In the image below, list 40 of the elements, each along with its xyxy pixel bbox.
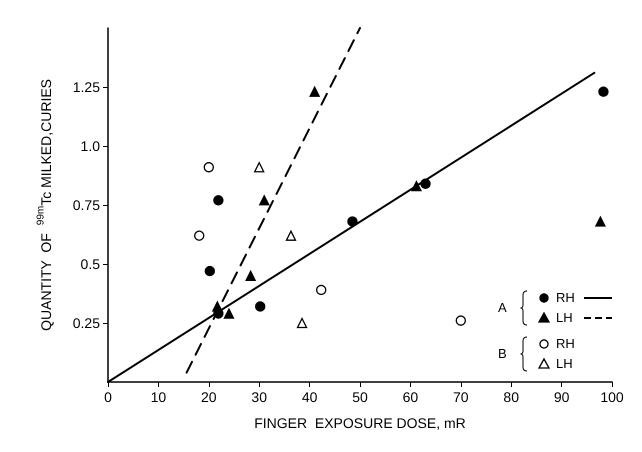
x-tick-label: 100 [600, 389, 624, 405]
x-tick-label: 50 [352, 389, 368, 405]
point [259, 195, 270, 206]
point [255, 301, 266, 312]
point [309, 86, 320, 97]
point [245, 270, 256, 281]
y-tick-label: 0.75 [72, 197, 100, 213]
x-tick-label: 10 [150, 389, 166, 405]
x-tick-label: 70 [453, 389, 469, 405]
x-tick-label: 40 [302, 389, 318, 405]
point [595, 216, 606, 227]
x-tick-label: 90 [554, 389, 570, 405]
legend-label: RH [556, 290, 575, 305]
legend-label: LH [556, 310, 573, 325]
point [213, 195, 224, 206]
annotation: B [498, 346, 507, 361]
legend-label: LH [556, 356, 573, 371]
y-tick-label: 0.5 [80, 256, 100, 272]
point [286, 230, 296, 241]
point [254, 162, 264, 172]
point [204, 162, 214, 172]
point [194, 230, 204, 241]
y-tick-label: 0.25 [72, 315, 100, 331]
annotation: A [498, 300, 507, 315]
x-tick-label: 20 [201, 389, 217, 405]
x-axis-title: FINGER EXPOSURE DOSE, mR [254, 415, 466, 431]
x-tick-label: 80 [503, 389, 520, 405]
point [456, 315, 466, 326]
point [316, 284, 326, 296]
x-tick-label: 60 [402, 389, 418, 405]
y-tick-label: 1.0 [80, 138, 100, 154]
y-axis-title: QUANTITY OF 99mTc MILKED,CURIES [36, 78, 54, 331]
point [598, 86, 609, 97]
x-tick-label: 0 [104, 389, 112, 405]
x-tick-label: 30 [251, 389, 268, 405]
y-tick-label: 1.25 [72, 79, 100, 95]
point [296, 318, 308, 328]
legend-label: RH [556, 336, 575, 351]
point [224, 308, 234, 319]
point [204, 266, 215, 276]
